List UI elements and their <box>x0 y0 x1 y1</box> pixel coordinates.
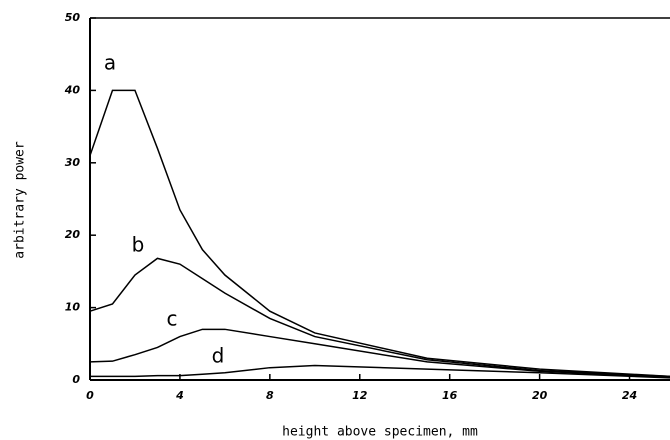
line-series <box>89 328 670 378</box>
x-axis-label: height above specimen, mm <box>282 425 478 440</box>
y-tick-label: 10 <box>65 301 81 314</box>
x-tick-label: 12 <box>352 389 368 402</box>
line-series <box>89 257 670 378</box>
line-series <box>90 364 670 379</box>
x-tick-label: 16 <box>442 389 458 402</box>
x-tick-label: 24 <box>622 389 637 402</box>
y-axis-label: arbitrary power <box>13 141 28 259</box>
x-tick-label: 8 <box>266 389 274 402</box>
y-tick-label: 0 <box>72 373 80 386</box>
x-tick-label: 0 <box>86 389 94 402</box>
line-series <box>89 89 670 378</box>
y-tick-label: 50 <box>65 11 81 24</box>
x-tick-label: 20 <box>532 389 548 402</box>
x-tick-label: 4 <box>175 389 184 402</box>
series-label: c <box>167 307 178 331</box>
series-label: a <box>104 51 116 75</box>
series-label: b <box>132 233 145 257</box>
series-label: d <box>212 344 225 368</box>
y-tick-label: 30 <box>65 156 81 169</box>
y-tick-label: 20 <box>65 228 81 241</box>
y-tick-label: 40 <box>64 83 81 96</box>
